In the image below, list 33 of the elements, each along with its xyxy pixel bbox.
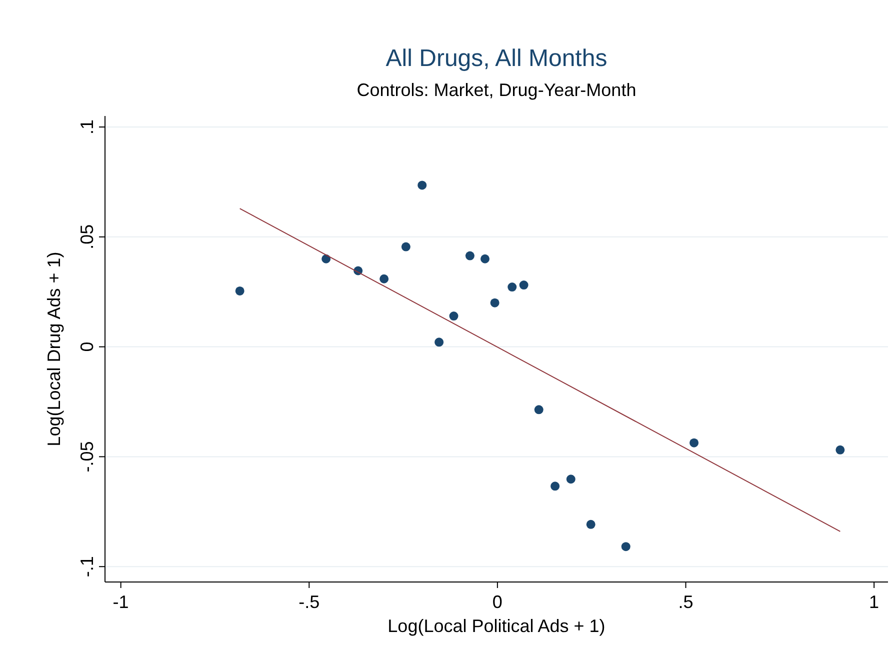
- point: [566, 474, 576, 484]
- point: [322, 254, 331, 264]
- point: [401, 242, 410, 252]
- point: [465, 251, 474, 260]
- y-tick-label: .05: [77, 224, 97, 250]
- x-tick-label: 0: [492, 592, 502, 612]
- point: [550, 482, 560, 491]
- chart-title: All Drugs, All Months: [386, 45, 608, 72]
- point: [508, 282, 517, 292]
- point: [586, 520, 596, 529]
- x-tick-label: 1: [869, 592, 880, 612]
- point: [480, 254, 490, 264]
- chart-subtitle: Controls: Market, Drug-Year-Month: [356, 80, 636, 100]
- x-tick-label: -.5: [298, 592, 320, 612]
- point: [519, 280, 528, 290]
- point: [418, 180, 427, 190]
- point: [534, 405, 544, 414]
- y-tick-label: -.1: [77, 556, 97, 578]
- y-tick-label: -.05: [77, 441, 97, 472]
- x-tick-label: -1: [112, 592, 129, 612]
- y-tick-label: .1: [77, 119, 97, 134]
- point: [490, 298, 500, 308]
- x-axis-title: Log(Local Political Ads + 1): [388, 616, 606, 636]
- y-axis-title: Log(Local Drug Ads + 1): [44, 252, 64, 446]
- point: [449, 312, 458, 321]
- point: [621, 542, 630, 552]
- point: [434, 338, 444, 347]
- y-tick-label: 0: [77, 342, 97, 352]
- point: [235, 286, 244, 296]
- x-tick-label: .5: [678, 592, 694, 612]
- point: [836, 445, 845, 454]
- point: [380, 274, 389, 284]
- point: [690, 438, 699, 448]
